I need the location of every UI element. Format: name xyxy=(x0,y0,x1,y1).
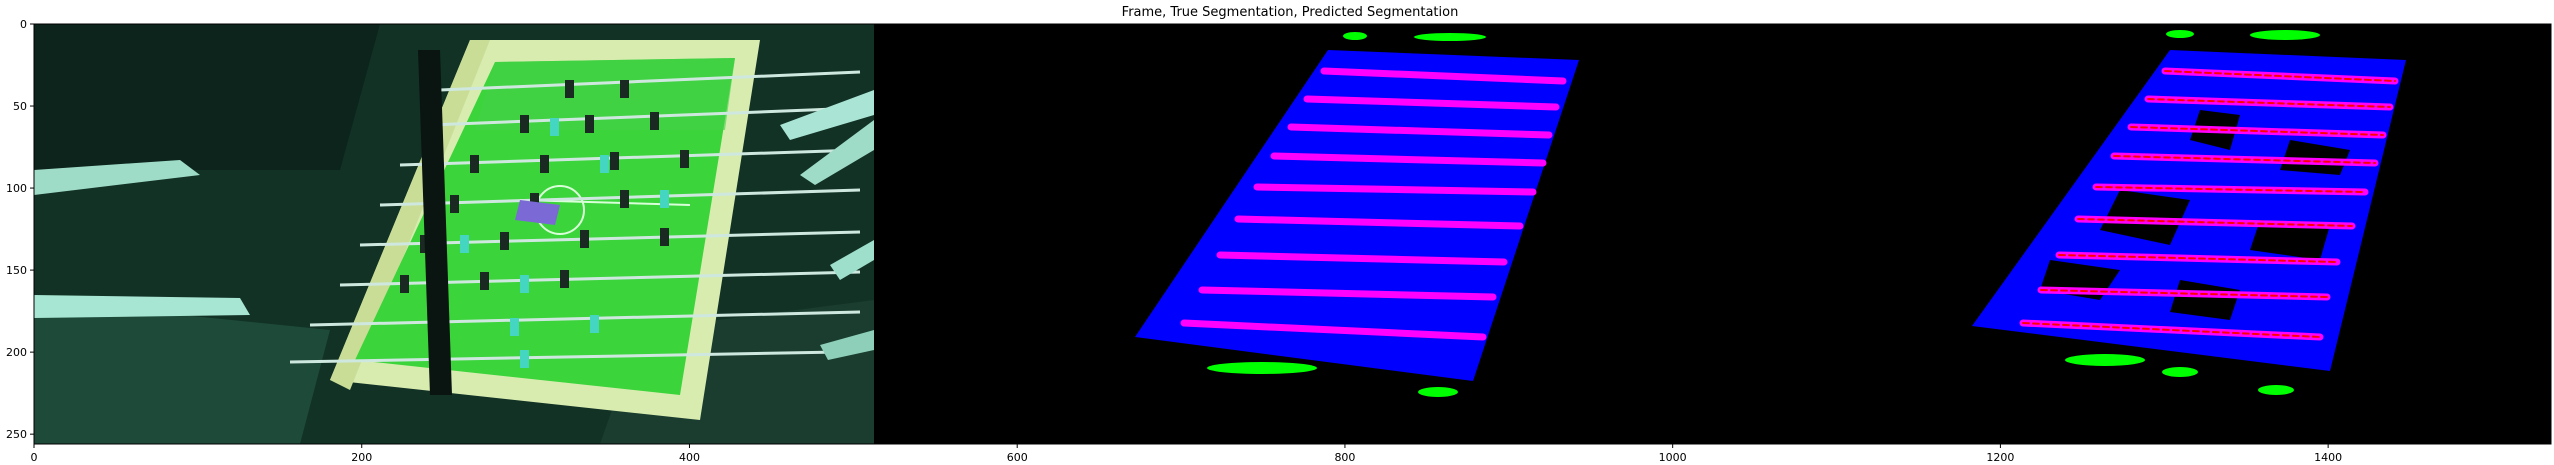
axes-frame xyxy=(33,23,2552,445)
x-tick-label: 1200 xyxy=(1986,451,2014,464)
x-tick-label: 800 xyxy=(1334,451,1355,464)
y-tick-label: 100 xyxy=(6,182,27,195)
x-tick-label: 1400 xyxy=(2314,451,2342,464)
true-seg-players xyxy=(1207,32,1486,397)
x-tick-label: 1000 xyxy=(1659,451,1687,464)
pred-seg-rods xyxy=(2019,67,2399,341)
y-tick-label: 200 xyxy=(6,346,27,359)
x-tick-label: 0 xyxy=(31,451,38,464)
true-seg-rods xyxy=(1180,67,1567,341)
x-tick-label: 400 xyxy=(679,451,700,464)
y-tick-label: 50 xyxy=(13,100,27,113)
y-tick-label: 0 xyxy=(20,18,27,31)
x-axis: 0 200 400 600 800 1000 1200 1400 xyxy=(31,444,2342,464)
pred-seg-players xyxy=(2065,30,2320,395)
x-tick-label: 200 xyxy=(351,451,372,464)
y-tick-label: 250 xyxy=(6,428,27,441)
true-segmentation-panel xyxy=(874,24,1712,444)
x-tick-label: 600 xyxy=(1007,451,1028,464)
predicted-segmentation-panel xyxy=(1712,24,2551,444)
y-axis: 0 50 100 150 200 250 xyxy=(6,18,34,441)
figure-title: Frame, True Segmentation, Predicted Segm… xyxy=(1122,5,1459,20)
foosball-field xyxy=(355,58,735,395)
y-tick-label: 150 xyxy=(6,264,27,277)
frame-panel xyxy=(34,24,874,444)
